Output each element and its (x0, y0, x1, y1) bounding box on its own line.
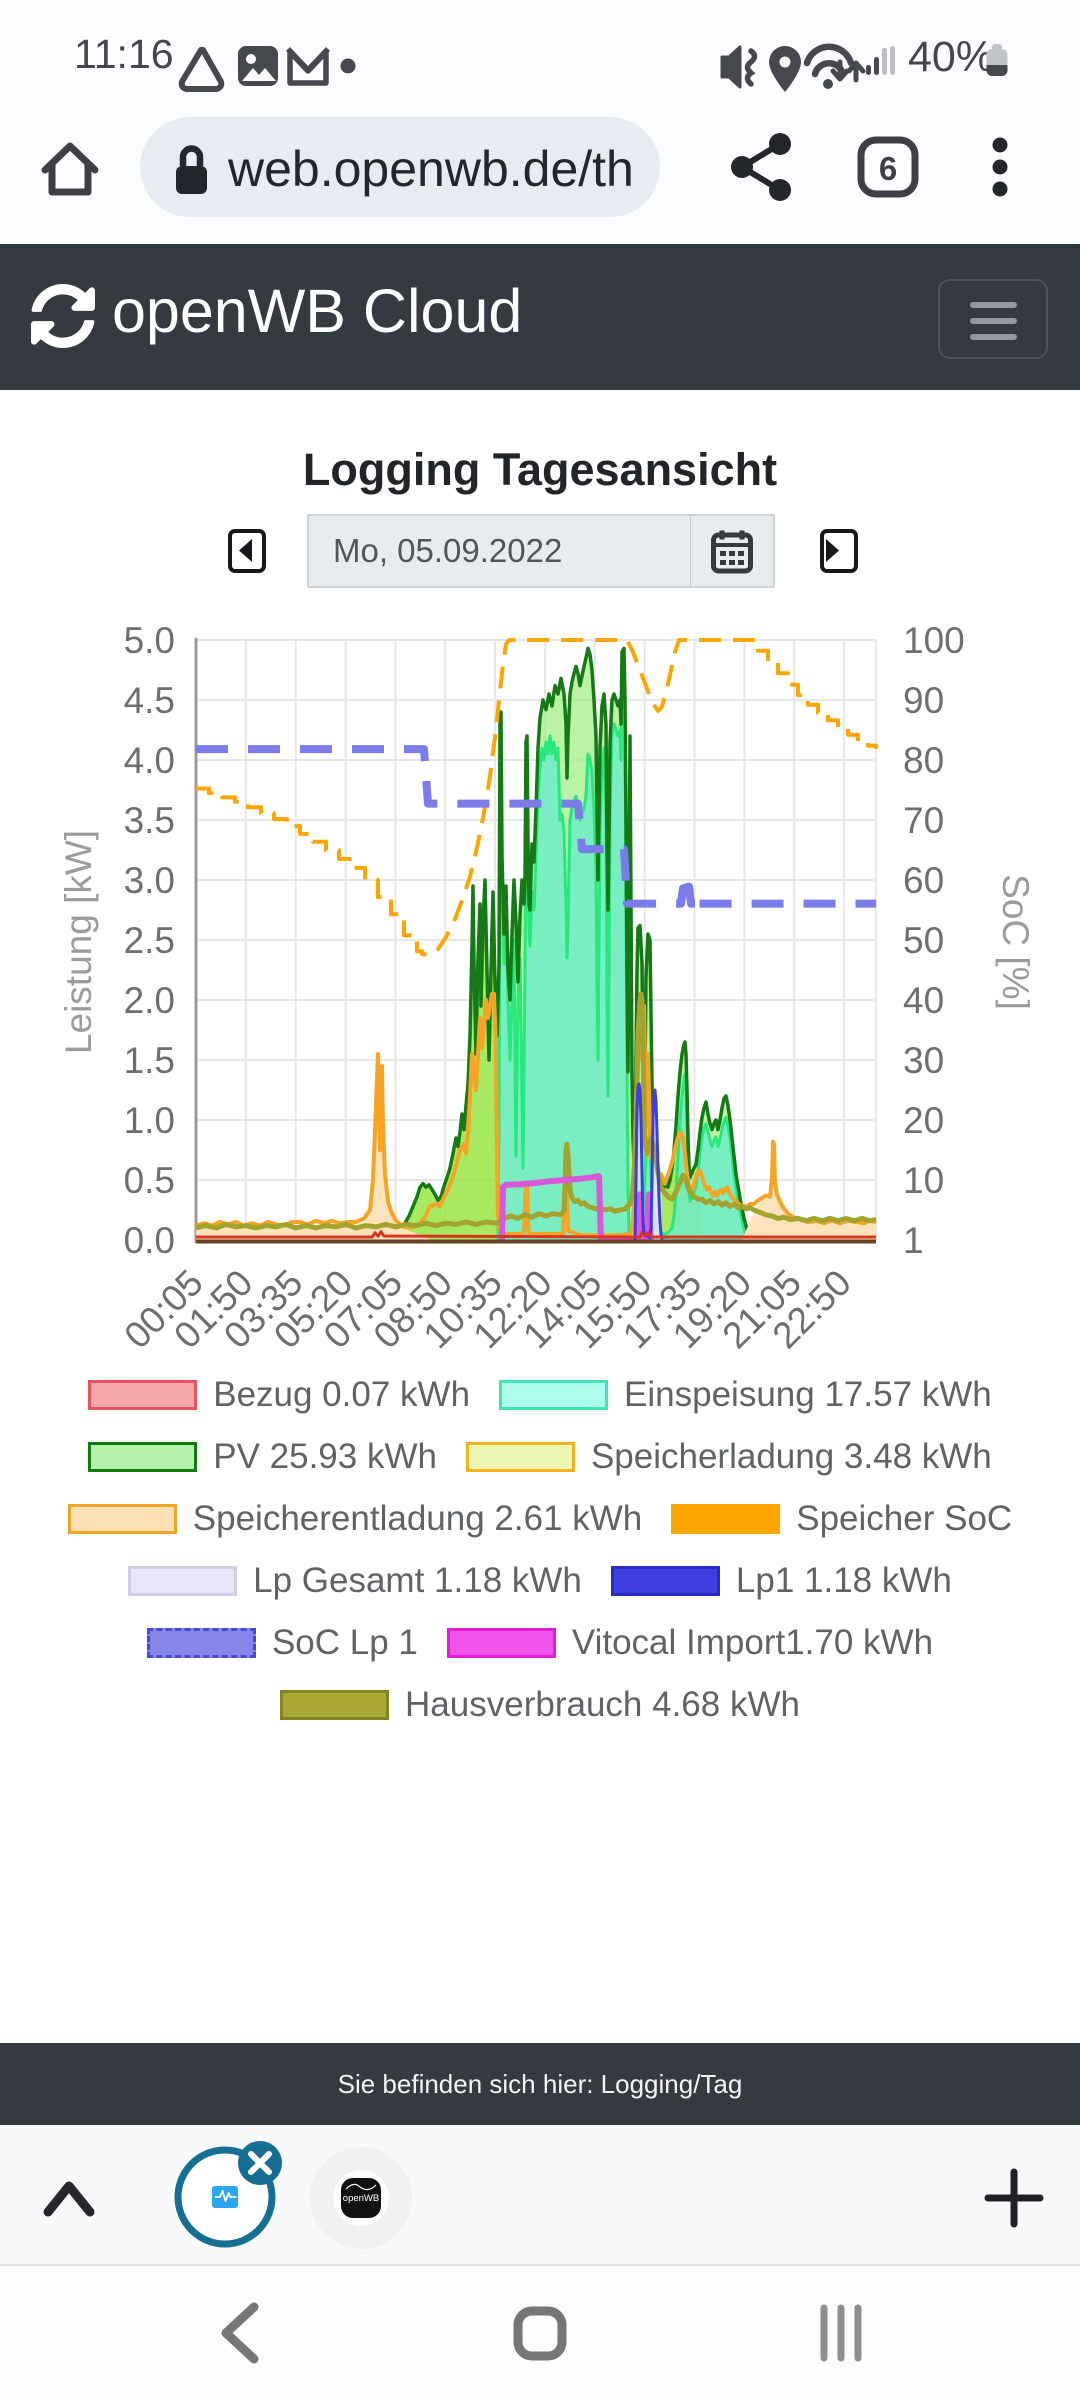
svg-text:1.5: 1.5 (124, 1040, 175, 1081)
svg-text:100: 100 (903, 620, 965, 661)
svg-text:3.5: 3.5 (124, 800, 175, 841)
svg-text:0.0: 0.0 (124, 1220, 175, 1261)
svg-text:4.0: 4.0 (124, 740, 175, 781)
svg-text:80: 80 (903, 740, 944, 781)
svg-text:50: 50 (903, 920, 944, 961)
svg-text:60: 60 (903, 860, 944, 901)
svg-text:1.0: 1.0 (124, 1100, 175, 1141)
svg-text:5.0: 5.0 (124, 620, 175, 661)
svg-text:0.5: 0.5 (124, 1160, 175, 1201)
svg-text:4.5: 4.5 (124, 680, 175, 721)
svg-text:20: 20 (903, 1100, 944, 1141)
svg-text:openWB: openWB (343, 2193, 379, 2204)
svg-text:1: 1 (903, 1220, 924, 1261)
svg-text:90: 90 (903, 680, 944, 721)
svg-text:40: 40 (903, 980, 944, 1021)
svg-text:70: 70 (903, 800, 944, 841)
svg-text:3.0: 3.0 (124, 860, 175, 901)
svg-text:6: 6 (879, 150, 897, 187)
svg-text:10: 10 (903, 1160, 944, 1201)
svg-text:30: 30 (903, 1040, 944, 1081)
svg-text:SoC [%]: SoC [%] (995, 874, 1036, 1010)
svg-text:2.0: 2.0 (124, 980, 175, 1021)
svg-text:2.5: 2.5 (124, 920, 175, 961)
svg-text:Leistung [kW]: Leistung [kW] (58, 830, 99, 1054)
